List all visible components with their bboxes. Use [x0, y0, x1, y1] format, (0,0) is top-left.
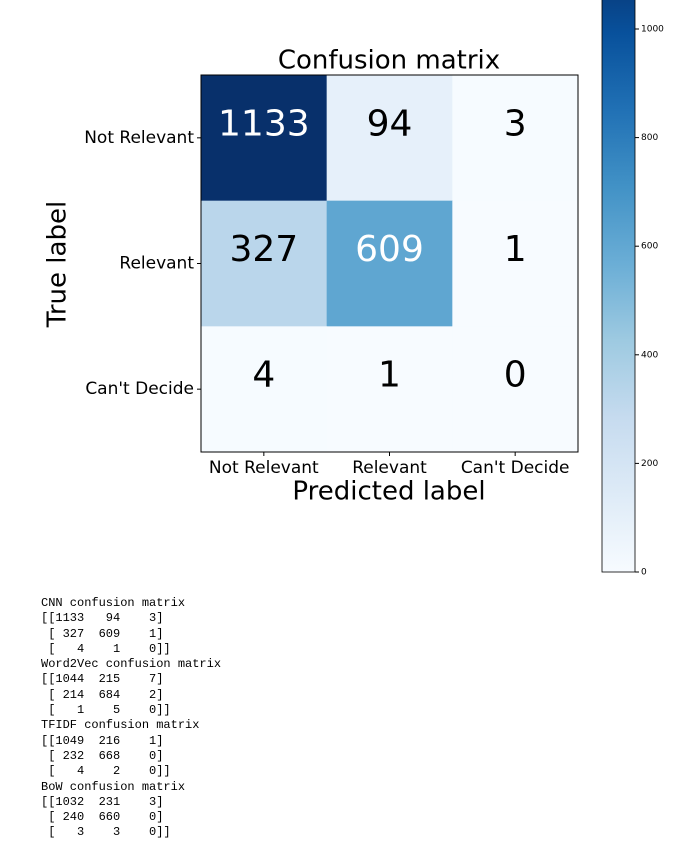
- heatmap-cell: [452, 75, 579, 202]
- colorbar-tick-label: 800: [641, 133, 658, 143]
- y-tick-label: Can't Decide: [85, 379, 194, 399]
- console-line: TFIDF confusion matrix: [41, 718, 200, 733]
- console-line: [ 1 5 0]]: [41, 703, 171, 718]
- x-tick-label: Can't Decide: [461, 458, 570, 478]
- console-line: [ 232 668 0]: [41, 748, 164, 763]
- console-line: [ 4 2 0]]: [41, 764, 171, 779]
- console-line: [ 240 660 0]: [41, 810, 164, 825]
- cell-label: 609: [355, 229, 424, 270]
- x-axis-label: Predicted label: [292, 477, 485, 507]
- cell-label: 1: [504, 229, 527, 270]
- chart-title: Confusion matrix: [278, 46, 500, 76]
- console-line: [ 3 3 0]]: [41, 825, 171, 840]
- colorbar-tick-label: 200: [641, 459, 658, 469]
- heatmap-cell: [326, 200, 453, 327]
- x-tick-label: Not Relevant: [209, 458, 319, 478]
- colorbar-tick-label: 0: [641, 568, 647, 578]
- heatmap-cell: [452, 200, 579, 327]
- chart: Confusion matrix Predicted label True la…: [43, 0, 664, 578]
- y-tick-label: Not Relevant: [84, 128, 194, 148]
- y-tick-label: Relevant: [119, 254, 194, 274]
- console-line: Word2Vec confusion matrix: [41, 657, 222, 672]
- cell-label: 327: [229, 229, 298, 270]
- cell-label: 3: [504, 103, 527, 144]
- console-output: CNN confusion matrix [[1133 94 3] [ 327 6…: [41, 596, 221, 841]
- colorbar-tick-label: 600: [641, 242, 658, 252]
- console-line: BoW confusion matrix: [41, 779, 186, 794]
- x-tick-label: Relevant: [352, 458, 427, 478]
- heatmap-cell: [452, 326, 579, 453]
- console-line: CNN confusion matrix: [41, 596, 186, 610]
- console-line: [ 4 1 0]]: [41, 641, 171, 656]
- colorbar: [601, 0, 636, 573]
- heatmap-cell: [326, 75, 453, 202]
- console-line: [[1133 94 3]: [41, 611, 164, 626]
- heatmap-cell: [201, 75, 328, 202]
- colorbar-tick-label: 400: [641, 350, 658, 360]
- cell-label: 94: [367, 103, 413, 144]
- y-axis-label: True label: [43, 201, 73, 328]
- cell-label: 4: [252, 355, 275, 396]
- heatmap-cell: [326, 326, 453, 453]
- console-line: [ 214 684 2]: [41, 687, 164, 702]
- cell-label: 1: [378, 355, 401, 396]
- cell-label: 1133: [218, 103, 310, 144]
- console-line: [[1044 215 7]: [41, 672, 164, 687]
- console-line: [[1049 216 1]: [41, 733, 164, 748]
- console-line: [ 327 609 1]: [41, 626, 164, 641]
- heatmap-cell: [201, 326, 328, 453]
- heatmap-cell: [201, 200, 328, 327]
- cell-label: 0: [504, 355, 527, 396]
- console-line: [[1032 231 3]: [41, 794, 164, 809]
- colorbar-tick-label: 1000: [641, 25, 664, 35]
